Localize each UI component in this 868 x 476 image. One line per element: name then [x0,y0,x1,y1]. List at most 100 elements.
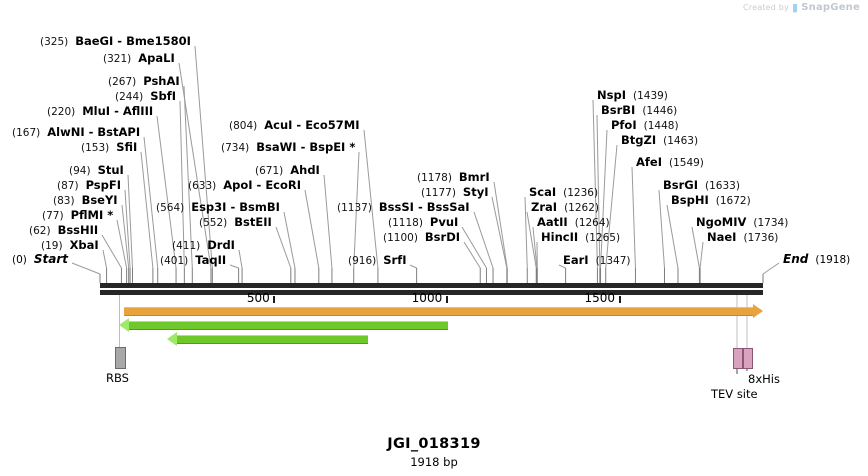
sequence-backbone-bottom [100,290,763,295]
arrow-head-icon [119,318,129,332]
leader-line [283,211,296,269]
enzyme-name: BssSI [378,200,414,214]
enzyme-position: (411) [172,240,201,252]
annotation-arrow-orf-forward[interactable] [124,304,763,318]
feature-box-8xhis[interactable] [743,348,753,369]
enzyme-label[interactable]: (916) SrfI [348,254,406,267]
enzyme-name: BspEI * [309,140,356,154]
leader-line [275,226,292,269]
enzyme-label[interactable]: (552) BstEII [199,216,272,229]
enzyme-position: (1672) [715,195,751,207]
enzyme-label[interactable]: (77) PflMI * [42,209,113,222]
enzyme-label[interactable]: (411) DrdI [172,239,235,252]
terminal-label-start[interactable]: (0) Start [12,252,68,266]
enzyme-label[interactable]: (220) MluI - AflIII [47,105,153,118]
enzyme-position: (401) [160,255,189,267]
enzyme-position: (1734) [753,217,789,229]
snapgene-logo-icon: ▮ [792,1,799,14]
terminal-label-end[interactable]: End (1918) [783,252,850,266]
enzyme-label[interactable]: (325) BaeGI - Bme1580I [40,35,191,48]
enzyme-name: BstEII [234,215,272,229]
enzyme-label[interactable]: BsrGI (1633) [663,179,740,192]
enzyme-label[interactable]: BspHI (1672) [671,194,751,207]
enzyme-name: BsrDI [424,230,461,244]
enzyme-label[interactable]: BtgZI (1463) [621,134,698,147]
leader-line [102,249,108,269]
leader-line [532,226,538,269]
watermark-prefix: Created by [742,3,789,12]
enzyme-position: (19) [41,240,63,252]
enzyme-name: HincII [541,230,579,244]
enzyme-label[interactable]: (1137) BssSI - BssSaI [337,201,470,214]
feature-label-tev-site[interactable]: TEV site [711,387,758,401]
enzyme-label[interactable]: (267) PshAI [108,75,180,88]
enzyme-label[interactable]: ZraI (1262) [531,201,599,214]
enzyme-label[interactable]: BsrBI (1446) [601,104,677,117]
enzyme-name: BssHII [57,223,99,237]
enzyme-name: AcuI [264,118,293,132]
feature-box-rbs[interactable] [115,347,126,369]
enzyme-position: (1178) [417,172,452,184]
enzyme-position: (1118) [388,217,423,229]
enzyme-name: BstAPI [97,125,141,139]
enzyme-label[interactable]: (401) TaqII [160,254,226,267]
enzyme-label[interactable]: NaeI (1736) [707,231,778,244]
enzyme-label[interactable]: (564) Esp3I - BsmBI [156,201,280,214]
enzyme-name: Esp3I [191,200,227,214]
enzyme-label[interactable]: (804) AcuI - Eco57MI [229,119,360,132]
enzyme-label[interactable]: NspI (1439) [597,89,668,102]
leader-line [194,45,213,269]
ruler-tick [272,296,275,303]
enzyme-label[interactable]: (244) SbfI [115,90,176,103]
enzyme-position: (1448) [643,120,679,132]
enzyme-label[interactable]: HincII (1265) [541,231,620,244]
enzyme-label[interactable]: (1177) StyI [421,186,488,199]
leader-line [363,129,379,269]
enzyme-label[interactable]: (83) BseYI [53,194,118,207]
leader-line [127,174,133,269]
enzyme-label[interactable]: AatII (1264) [537,216,610,229]
arrow-head-icon [167,332,177,346]
enzyme-label[interactable]: AfeI (1549) [636,156,704,169]
ruler-tick [445,296,448,303]
enzyme-position: (1265) [585,232,621,244]
enzyme-name-separator: - [252,178,266,192]
enzyme-position: (153) [81,142,110,154]
enzyme-label[interactable]: PfoI (1448) [611,119,679,132]
enzyme-label[interactable]: NgoMIV (1734) [696,216,788,229]
enzyme-label[interactable]: (1178) BmrI [417,171,490,184]
annotation-arrow-cds-reverse-2[interactable] [167,332,368,346]
sequence-backbone-top [100,283,763,288]
enzyme-position: (633) [188,180,217,192]
enzyme-label[interactable]: ScaI (1236) [529,186,598,199]
enzyme-label[interactable]: (1100) BsrDI [383,231,460,244]
map-title: JGI_018319 [387,436,481,452]
enzyme-label[interactable]: (153) SfiI [81,141,137,154]
enzyme-label[interactable]: (19) XbaI [41,239,99,252]
enzyme-name: AfeI [636,155,662,169]
leader-line [323,174,333,269]
enzyme-position: (1347) [595,255,631,267]
enzyme-label[interactable]: (734) BsaWI - BspEI * [221,141,355,154]
enzyme-label[interactable]: (633) ApoI - EcoRI [188,179,301,192]
enzyme-label[interactable]: (62) BssHII [29,224,98,237]
enzyme-label[interactable]: (1118) PvuI [388,216,458,229]
enzyme-label[interactable]: (321) ApaLI [103,52,175,65]
enzyme-label[interactable]: EarI (1347) [563,254,631,267]
feature-label-rbs[interactable]: RBS [106,371,129,385]
enzyme-name-separator: - [413,200,427,214]
annotation-arrow-cds-reverse-1[interactable] [119,318,448,332]
enzyme-label[interactable]: (94) StuI [69,164,124,177]
enzyme-label[interactable]: (87) PspFI [57,179,121,192]
watermark-brand: SnapGene [801,2,860,13]
enzyme-name-separator: - [296,140,310,154]
enzyme-label[interactable]: (671) AhdI [255,164,320,177]
feature-label-8xhis[interactable]: 8xHis [748,372,780,386]
leader-line [631,166,636,269]
enzyme-position: (220) [47,106,76,118]
enzyme-name: StuI [97,163,124,177]
enzyme-name: AlwNI [47,125,85,139]
leader-line [526,211,537,269]
feature-box-tev-site[interactable] [733,348,743,369]
enzyme-label[interactable]: (167) AlwNI - BstAPI [12,126,140,139]
